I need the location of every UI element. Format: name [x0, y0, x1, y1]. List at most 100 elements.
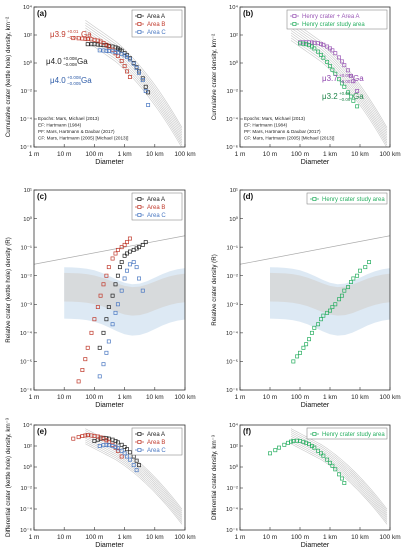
data-point: [319, 52, 323, 57]
data-point: [346, 68, 351, 73]
data-point: [134, 458, 139, 463]
data-point: [131, 260, 136, 265]
legend-marker: [312, 432, 317, 436]
y-axis-label: Differential crater (kettle hole) densit…: [5, 418, 12, 537]
age-sub: −0.0010: [339, 79, 356, 84]
data-point: [95, 42, 100, 47]
x-tick-label: 10 km: [146, 394, 164, 401]
y-tick-label: 10⁻⁴: [226, 330, 239, 337]
data-point: [110, 293, 115, 298]
isochron-line: [85, 32, 183, 141]
data-point: [115, 46, 120, 51]
data-point: [127, 236, 132, 241]
y-tick-label: 10⁻³: [227, 302, 239, 308]
y-tick-label: 10⁻⁶: [20, 144, 33, 151]
y-axis-label: Differential crater density, km⁻³: [211, 435, 218, 520]
data-point: [117, 265, 122, 270]
x-tick-label: 1 m: [235, 534, 246, 541]
data-point: [342, 63, 347, 68]
plot-area: [34, 235, 185, 384]
data-point: [342, 84, 347, 89]
panel-e: 1 m 10 m 100 m 1 km 10 km 100 km 10⁻⁶ 10⁻⁴ 10⁻² 1…: [5, 418, 196, 549]
x-tick-label: 100 m: [291, 534, 309, 541]
legend-box: [306, 192, 388, 205]
age-value: μ3.9: [50, 30, 66, 39]
data-point: [319, 41, 323, 46]
data-point: [127, 262, 132, 267]
data-point: [95, 38, 100, 43]
isochron-line: [290, 27, 388, 136]
y-tick-label: 10²: [230, 444, 238, 450]
data-point: [85, 37, 90, 41]
data-point: [328, 460, 332, 465]
y-tick-label: 10²: [230, 33, 238, 39]
legend-label: Area A: [147, 197, 165, 203]
data-point: [119, 448, 124, 453]
data-point: [295, 354, 300, 359]
isochron-line: [85, 30, 183, 138]
age-unit: Ga: [353, 92, 364, 101]
legend-marker: [137, 440, 142, 444]
data-point: [97, 444, 102, 448]
panel-label: (b): [243, 9, 254, 18]
data-point: [115, 440, 120, 445]
y-tick-label: 10⁰: [23, 60, 32, 67]
age-unit: Ga: [77, 57, 88, 66]
x-axis-label: Diameter: [301, 542, 330, 549]
data-point: [122, 64, 127, 69]
isochron-line: [290, 35, 388, 143]
data-point: [97, 345, 102, 350]
data-point: [321, 55, 326, 60]
age-value: μ4.0: [50, 76, 66, 85]
isochron-line: [290, 437, 388, 519]
isochron-line: [85, 432, 183, 514]
plot-area: [71, 428, 183, 525]
data-point: [122, 242, 127, 247]
y-tick-label: 10¹: [230, 188, 238, 194]
plot-frame: [33, 6, 186, 148]
data-point: [367, 260, 371, 265]
y-tick-label: 10⁻¹: [21, 245, 33, 251]
age-value: μ3.2: [322, 92, 338, 101]
legend-label: Area C: [147, 213, 166, 219]
data-point: [146, 103, 151, 107]
data-point: [106, 44, 111, 49]
y-tick-label: 10⁻⁶: [20, 527, 33, 534]
data-point: [83, 357, 88, 362]
isochron-line: [290, 443, 388, 525]
legend-marker: [312, 197, 317, 201]
isochron-line: [290, 40, 387, 147]
data-point: [137, 463, 141, 468]
data-point: [140, 78, 145, 83]
legend-marker: [292, 14, 297, 18]
data-point: [106, 305, 111, 310]
data-point: [316, 448, 321, 453]
x-tick-label: 1 m: [29, 394, 40, 401]
data-point: [325, 310, 330, 315]
data-point: [122, 253, 127, 258]
legend-marker: [137, 432, 142, 436]
legend-marker: [137, 197, 142, 201]
data-point: [333, 302, 338, 307]
y-tick-label: 10⁰: [229, 60, 238, 67]
data-point: [319, 451, 323, 456]
data-point: [140, 242, 145, 247]
x-tick-label: 10 m: [263, 151, 277, 158]
data-point: [342, 288, 347, 293]
plot-frame: [239, 424, 391, 531]
data-point: [122, 451, 127, 456]
data-point: [355, 273, 360, 278]
data-point: [134, 468, 139, 473]
data-point: [328, 64, 332, 69]
legend-label: Area A: [147, 432, 165, 438]
panel-label: (a): [37, 9, 47, 18]
data-point: [113, 251, 118, 256]
data-point: [282, 442, 287, 447]
isochron-line: [85, 20, 183, 128]
data-point: [125, 55, 129, 59]
data-point: [363, 265, 368, 270]
y-tick-label: 10⁻⁶: [226, 144, 239, 151]
data-point: [321, 42, 326, 47]
isochron-line: [290, 434, 388, 516]
data-point: [277, 445, 281, 450]
